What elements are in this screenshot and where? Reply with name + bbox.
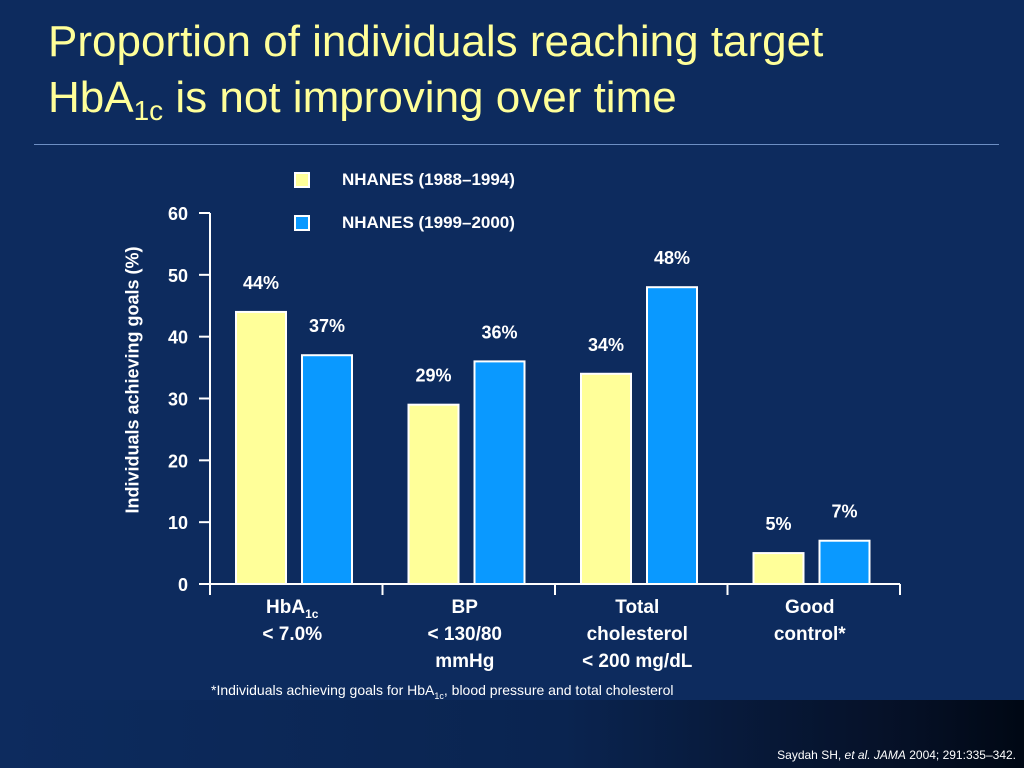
title-hba: HbA (48, 73, 134, 122)
x-category-label: mmHg (435, 651, 494, 672)
y-tick-label: 40 (168, 328, 188, 348)
title-divider (34, 144, 999, 145)
citation-author: Saydah SH, (777, 748, 845, 762)
legend-item-series1: NHANES (1988–1994) (294, 169, 515, 191)
legend-label-series2: NHANES (1999–2000) (342, 213, 515, 232)
y-tick-label: 0 (178, 575, 188, 595)
footnote-subscript: 1c (434, 690, 444, 701)
x-category-label: Good (785, 597, 835, 618)
y-tick-label: 20 (168, 451, 188, 471)
title-hba-subscript: 1c (133, 95, 164, 126)
citation-journal: et al. JAMA (844, 748, 906, 762)
bar-series2 (301, 354, 353, 586)
x-category-label: < 200 mg/dL (582, 651, 693, 672)
y-tick-label: 50 (168, 266, 188, 286)
x-category-label: < 130/80 (428, 624, 503, 645)
bar-series1 (235, 310, 287, 585)
bar-chart: 0 10 20 30 40 50 60 44% 29% 34% 5% 37% 36% 48% 7% HbA1c… (168, 204, 901, 672)
legend-swatch-series1 (294, 172, 310, 188)
bar-value-label: 48% (654, 248, 690, 268)
y-tick-label: 10 (168, 513, 188, 533)
bar-value-label: 7% (831, 502, 857, 522)
x-category-subscript: 1c (305, 607, 319, 621)
bar-series1 (407, 403, 460, 585)
title-line2-rest: is not improving over time (163, 73, 677, 122)
x-category-label: HbA1c (266, 597, 319, 621)
bar-value-label: 36% (481, 322, 517, 342)
title-line1: Proportion of individuals reaching targe… (48, 17, 824, 66)
x-category-label: BP (452, 597, 479, 618)
x-category-label: cholesterol (587, 624, 688, 645)
y-tick-label: 60 (168, 204, 188, 224)
footnote-text-rest: , blood pressure and total cholesterol (443, 682, 674, 698)
slide-title: Proportion of individuals reaching targe… (48, 14, 988, 126)
x-category-label: control* (774, 624, 846, 645)
bar-series2 (818, 539, 871, 586)
bar-value-label: 5% (765, 514, 791, 534)
legend-item-series2: NHANES (1999–2000) (294, 212, 515, 234)
bar-series1 (752, 552, 805, 585)
legend-swatch-series2 (294, 215, 310, 231)
bottom-band (0, 700, 1024, 768)
bar-series1 (580, 372, 632, 585)
bar-series2 (646, 286, 698, 585)
y-tick-label: 30 (168, 390, 188, 410)
bar-value-label: 34% (588, 335, 624, 355)
bar-value-label: 29% (415, 366, 451, 386)
citation: Saydah SH, et al. JAMA 2004; 291:335–342… (777, 748, 1016, 762)
bar-value-label: 44% (243, 273, 279, 293)
footnote-text: *Individuals achieving goals for HbA (211, 682, 435, 698)
citation-ref: 2004; 291:335–342. (905, 748, 1016, 762)
x-category-label: Total (615, 597, 659, 618)
footnote: *Individuals achieving goals for HbA1c, … (211, 682, 673, 701)
bar-series2 (473, 360, 526, 585)
x-category-label: < 7.0% (262, 624, 322, 645)
bar-value-label: 37% (309, 316, 345, 336)
legend-label-series1: NHANES (1988–1994) (342, 170, 515, 189)
